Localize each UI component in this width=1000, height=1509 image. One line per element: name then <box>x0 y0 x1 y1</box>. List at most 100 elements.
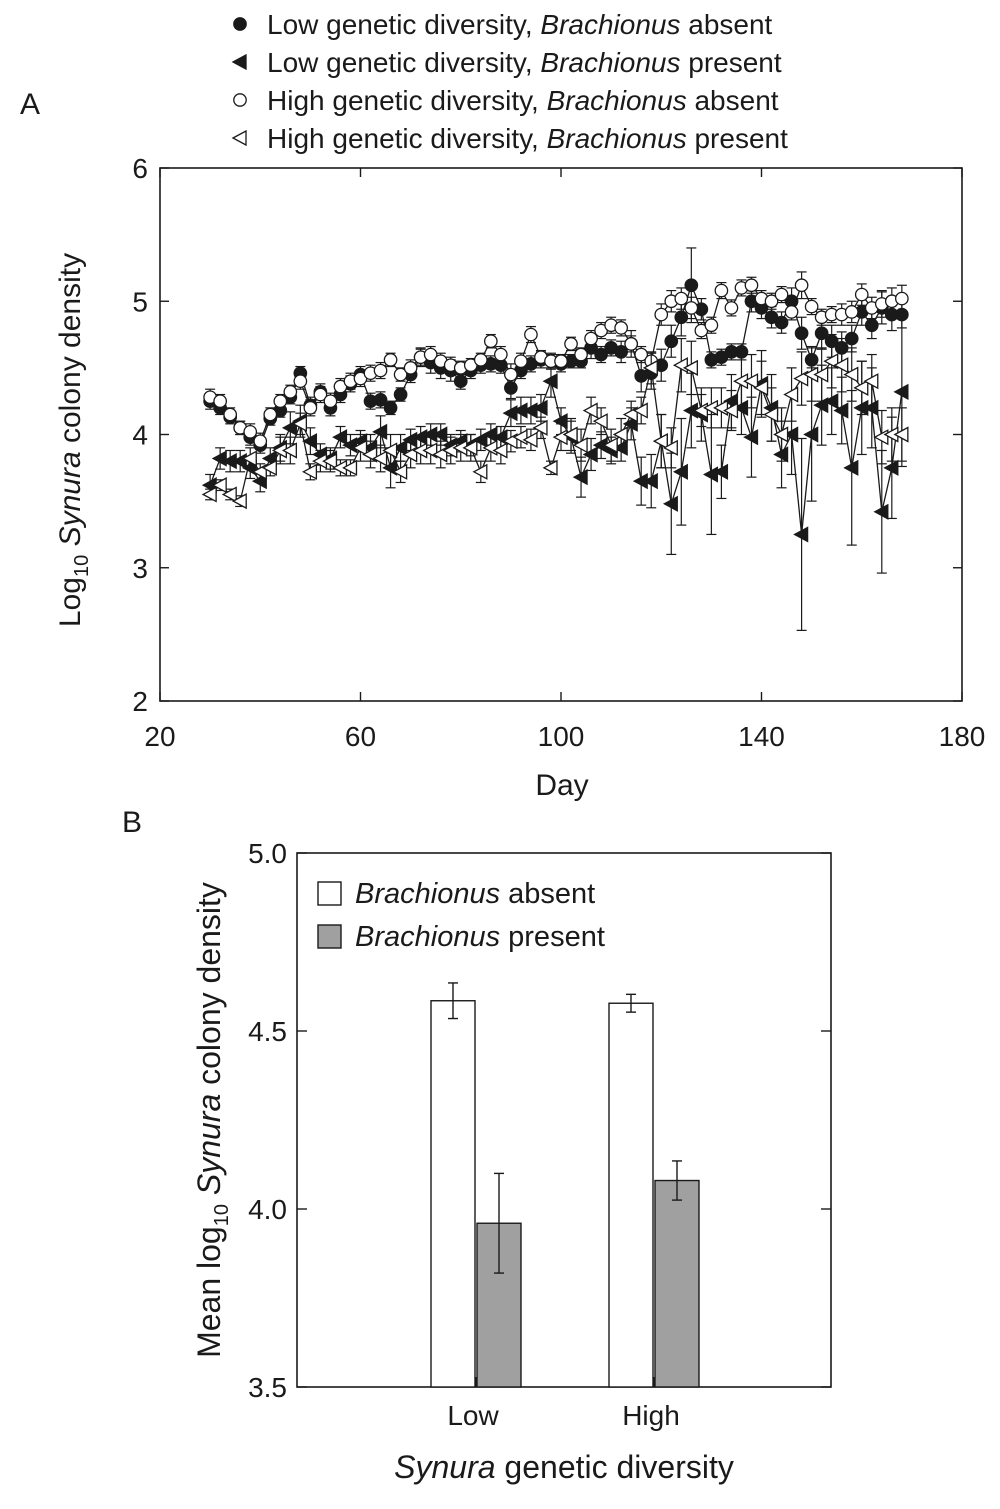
panel-a-series-layer <box>201 247 909 631</box>
panel-b-axis-ticks: 3.5 4.0 4.5 5.0 Low High <box>248 838 831 1431</box>
data-point <box>843 459 859 476</box>
data-point <box>654 307 669 322</box>
data-point <box>684 278 699 293</box>
data-point <box>614 321 629 335</box>
data-point <box>744 278 759 293</box>
panel-a-legend: Low genetic diversity, Brachionus absent… <box>231 9 788 154</box>
data-point <box>674 291 689 306</box>
data-point <box>843 366 859 383</box>
label-fragment: present <box>687 123 788 154</box>
data-point <box>453 374 468 389</box>
label-fragment: Low genetic diversity, <box>267 47 540 78</box>
data-point <box>664 334 679 349</box>
data-point <box>512 429 528 446</box>
label-fragment <box>191 1195 227 1204</box>
data-point <box>814 326 829 341</box>
label-fragment: High genetic diversity, <box>267 85 547 116</box>
label-fragment: Brachionus <box>547 85 687 116</box>
data-point <box>724 301 739 315</box>
data-point <box>462 439 478 456</box>
data-point <box>672 357 688 374</box>
legend-entry-label: Low genetic diversity, Brachionus presen… <box>267 47 782 78</box>
data-point <box>873 503 889 520</box>
data-point <box>293 374 308 389</box>
data-point <box>373 393 388 407</box>
data-point <box>594 347 608 362</box>
legend-entry-label: Brachionus present <box>355 921 605 953</box>
data-point <box>783 386 799 403</box>
y-tick-label: 4.5 <box>248 1016 287 1047</box>
legend-entry-label: High genetic diversity, Brachionus prese… <box>267 123 788 154</box>
data-point <box>322 453 338 470</box>
label-fragment: Synura <box>54 451 87 546</box>
data-point <box>753 379 769 396</box>
label-fragment: absent <box>500 878 595 910</box>
data-point <box>492 442 508 459</box>
data-point <box>472 463 488 480</box>
data-point <box>211 450 227 467</box>
data-point <box>261 459 277 476</box>
data-point <box>863 373 879 390</box>
panel-b-bars-layer <box>430 982 700 1388</box>
panel-b-x-axis-label: Synura genetic diversity <box>394 1449 734 1485</box>
label-fragment <box>54 546 87 554</box>
label-fragment: 10 <box>211 1204 233 1226</box>
series-open-circle <box>203 271 909 450</box>
label-fragment: Synura <box>394 1449 495 1485</box>
y-tick-label: 4.0 <box>248 1194 287 1225</box>
data-point <box>682 359 698 376</box>
data-point <box>423 347 438 362</box>
data-point <box>794 278 809 293</box>
data-point <box>223 407 238 422</box>
label-fragment: Brachionus <box>355 878 500 910</box>
legend-swatch <box>317 881 342 906</box>
panel-b-label: B <box>122 806 142 839</box>
y-tick-label: 3.5 <box>248 1372 287 1403</box>
data-point <box>514 354 528 369</box>
data-point <box>823 393 839 410</box>
data-point <box>303 400 318 415</box>
data-point <box>844 331 859 346</box>
series-open-triangle <box>201 333 909 510</box>
data-point <box>372 450 388 467</box>
label-fragment: Brachionus <box>355 921 500 953</box>
data-point <box>473 353 488 367</box>
bar-absent-high <box>608 1002 654 1388</box>
data-point <box>592 413 608 430</box>
data-point <box>243 424 258 439</box>
data-point <box>482 439 498 456</box>
data-point <box>854 287 869 302</box>
data-point <box>562 426 578 443</box>
data-point <box>393 367 408 382</box>
data-point <box>612 426 628 443</box>
data-point <box>552 429 568 446</box>
x-tick-label: 60 <box>345 721 376 752</box>
data-point <box>241 450 257 467</box>
bar-absent-low <box>430 1000 476 1388</box>
legend-marker-filled-circle <box>233 17 247 31</box>
legend-marker-open-circle <box>233 93 247 107</box>
data-point <box>893 383 909 400</box>
data-point <box>784 305 799 319</box>
data-point <box>532 419 548 436</box>
label-fragment: absent <box>680 9 772 40</box>
bar-present-high <box>654 1179 700 1388</box>
label-fragment: absent <box>687 85 779 116</box>
data-point <box>684 301 699 315</box>
y-tick-label: 3 <box>132 553 148 584</box>
data-point <box>522 431 538 448</box>
panel-b-legend: Brachionus absent Brachionus present <box>317 878 605 953</box>
data-point <box>764 294 779 309</box>
data-point <box>582 402 598 419</box>
data-point <box>743 373 759 390</box>
data-point <box>201 486 217 503</box>
data-point <box>283 385 298 399</box>
data-point <box>302 463 318 480</box>
label-fragment: Low genetic diversity, <box>267 9 540 40</box>
data-point <box>392 439 408 456</box>
data-point <box>442 442 458 459</box>
data-point <box>713 399 729 416</box>
category-label: High <box>622 1400 680 1431</box>
data-point <box>574 347 588 362</box>
